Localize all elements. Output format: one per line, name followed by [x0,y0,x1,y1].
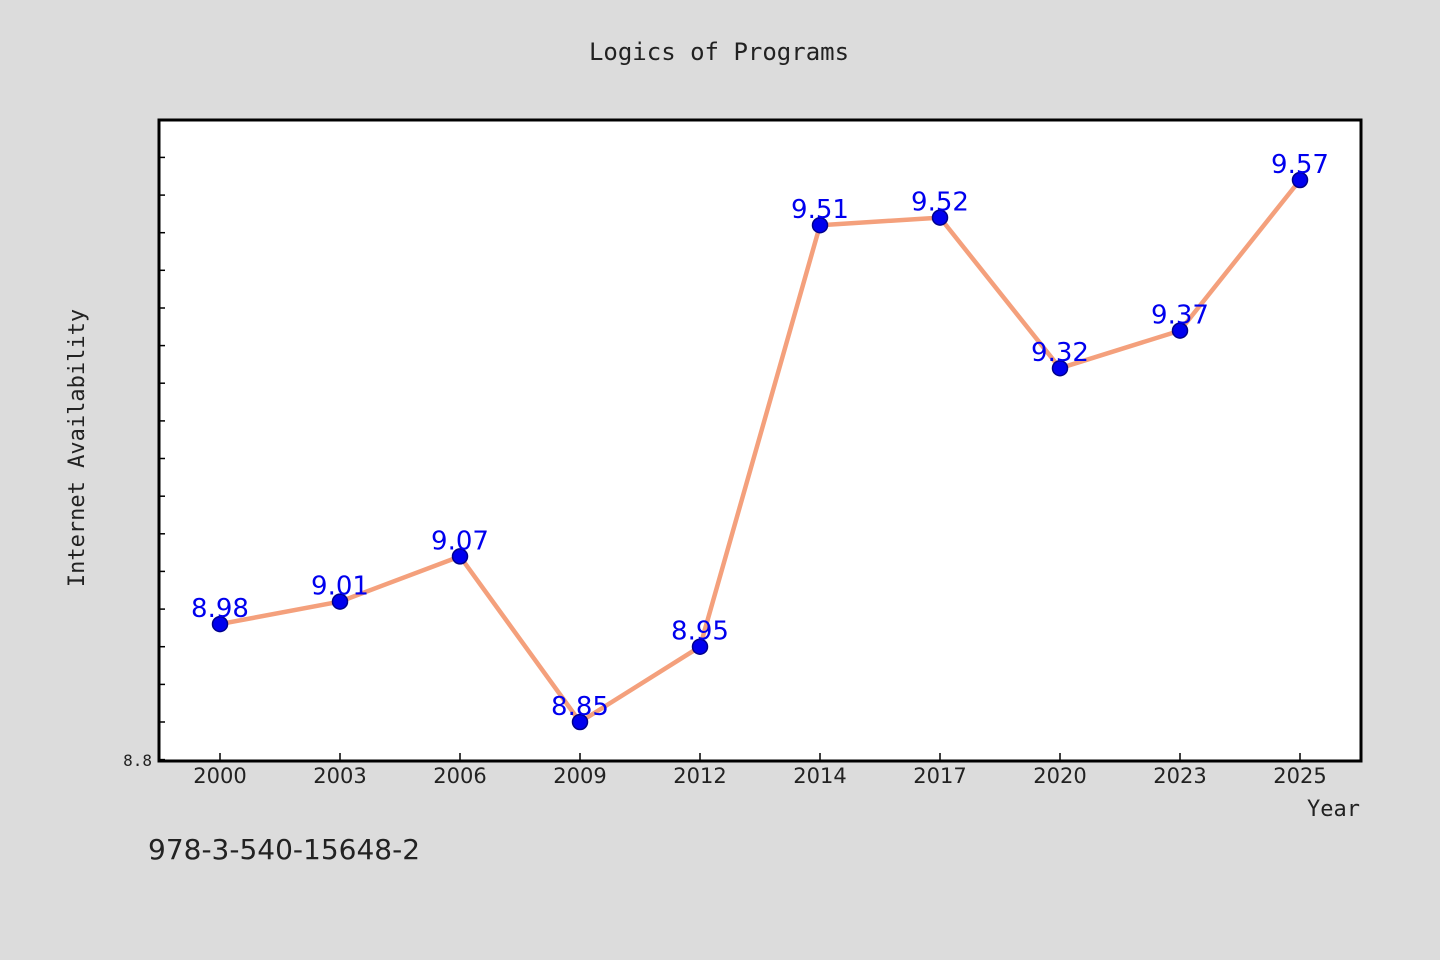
y-axis-label: Internet Availability [65,309,90,587]
data-point [571,713,589,731]
x-tick-label: 2006 [433,764,486,788]
x-tick-label: 2000 [193,764,246,788]
data-point [811,216,829,234]
x-tick-label: 2009 [553,764,606,788]
data-point [331,593,349,610]
data-point [1051,359,1069,377]
data-label: 8.85 [551,692,609,722]
data-label: 8.95 [671,617,729,647]
x-tick-label: 2012 [673,764,726,788]
x-tick-label: 2020 [1033,764,1086,788]
data-point [1171,322,1189,339]
data-point [931,209,949,226]
data-label: 8.98 [191,594,249,624]
x-tick-labels: 2000 2003 2006 2009 2012 2014 2017 2020 2023 2025 [193,764,1326,788]
data-point [1291,171,1309,189]
data-label: 9.01 [311,572,369,602]
x-axis-label: Year [1307,797,1360,822]
x-tick-label: 2025 [1273,764,1326,788]
data-label: 9.51 [791,195,849,225]
x-tick-label: 2017 [913,764,966,788]
isbn-footer: 978-3-540-15648-2 [148,833,421,866]
y-axis-ticks [159,156,165,761]
data-point [211,615,229,633]
x-tick-label: 2023 [1153,764,1206,788]
data-point [691,638,709,655]
series-line [219,178,1302,725]
data-point [451,548,469,565]
data-label: 9.57 [1271,150,1329,180]
y-tick-label: 8.8 [123,751,152,770]
data-label: 9.37 [1151,301,1209,331]
data-label: 9.07 [431,526,489,556]
chart-title: Logics of Programs [589,38,849,66]
data-label: 9.32 [1031,338,1089,368]
x-tick-label: 2003 [313,764,366,788]
series-line-group: 8.98 9.01 9.07 8.85 8.95 9.51 9.52 9.32 9.37 9.57 [191,150,1329,731]
x-tick-label: 2014 [793,764,846,788]
data-label: 9.52 [911,188,969,218]
x-axis-ticks [219,753,1301,761]
